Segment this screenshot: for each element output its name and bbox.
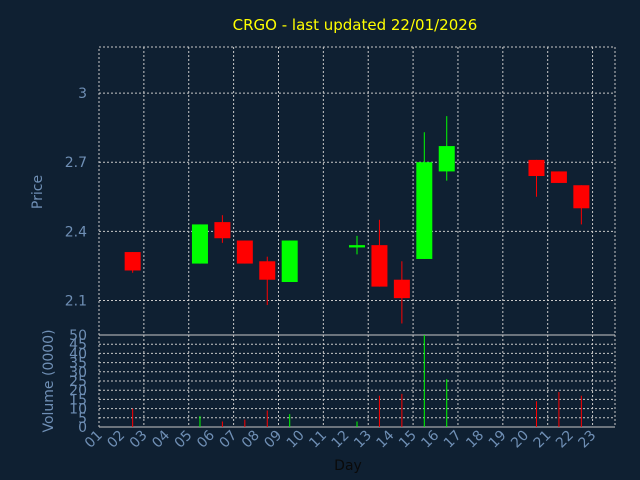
price-frame	[98, 46, 616, 336]
x-tick-label: 17	[441, 428, 465, 452]
candle-body	[528, 159, 545, 177]
x-tick-label: 03	[127, 428, 151, 452]
x-tick-label: 14	[374, 427, 398, 451]
x-axis-label: Day	[334, 458, 362, 474]
volume-tick-label: 50	[69, 328, 87, 344]
x-tick-label: 20	[508, 428, 532, 452]
volume-tick-label: 40	[69, 346, 87, 362]
price-panel: 2.1 2.4 2.7 3	[65, 46, 616, 336]
price-tick-label: 2.7	[65, 155, 87, 171]
x-tick-label: 13	[351, 428, 375, 452]
x-tick-label: 10	[284, 428, 308, 452]
candle-body	[416, 162, 433, 259]
candle-body	[371, 245, 388, 287]
candle-body	[281, 240, 298, 283]
candle-body	[236, 240, 253, 264]
candle-body	[124, 252, 141, 271]
price-tick-label: 3	[78, 86, 87, 102]
x-tick-label: 12	[329, 428, 353, 452]
x-tick-label: 23	[575, 428, 599, 452]
candle-body	[191, 224, 208, 264]
price-tick-label: 2.4	[65, 224, 87, 240]
x-tick-label: 18	[463, 428, 487, 452]
volume-axis-label: Volume (0000)	[41, 329, 57, 432]
x-tick-label: 11	[306, 428, 330, 452]
price-tick-label: 2.1	[65, 293, 87, 309]
volume-tick-label: 35	[69, 356, 87, 372]
x-tick-label: 04	[149, 427, 173, 451]
volume-tick-label: 10	[69, 402, 87, 418]
x-tick-label: 06	[194, 427, 218, 451]
volume-tick-label: 5	[78, 411, 87, 427]
candle-body	[438, 146, 455, 172]
candle-body	[259, 261, 276, 280]
candle-body	[214, 222, 231, 239]
volume-panel: 0510152025303540455001020304050607080910…	[69, 328, 616, 452]
candle-body	[550, 171, 567, 183]
volume-tick-label: 15	[69, 392, 87, 408]
x-tick-label: 08	[239, 428, 263, 452]
volume-tick-label: 30	[69, 365, 87, 381]
volume-tick-label: 45	[69, 337, 87, 353]
candle-body	[573, 185, 590, 209]
x-tick-label: 02	[104, 428, 128, 452]
x-tick-label: 09	[261, 428, 285, 452]
volume-tick-label: 0	[78, 420, 87, 436]
volume-tick-label: 20	[69, 383, 87, 399]
price-axis-label: Price	[30, 175, 46, 209]
x-tick-label: 05	[172, 428, 196, 452]
x-tick-label: 15	[396, 428, 420, 452]
volume-tick-label: 25	[69, 374, 87, 390]
x-tick-label: 16	[418, 427, 442, 451]
x-tick-label: 19	[486, 428, 510, 452]
x-tick-label: 07	[217, 428, 241, 452]
candle-body	[393, 279, 410, 299]
candle-body	[349, 245, 365, 248]
x-tick-label: 21	[531, 428, 555, 452]
chart-title: CRGO - last updated 22/01/2026	[233, 16, 478, 34]
x-tick-label: 22	[553, 428, 577, 452]
